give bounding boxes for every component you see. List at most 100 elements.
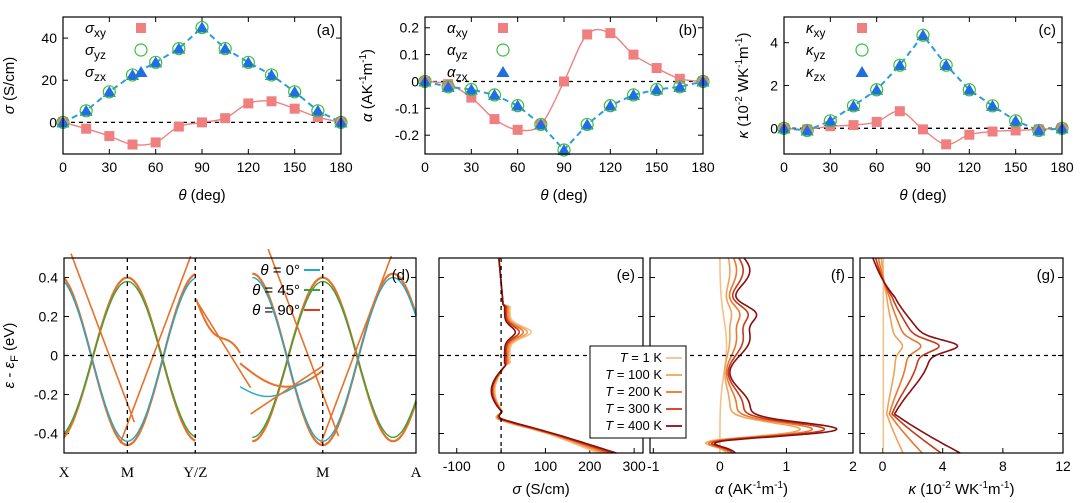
point-xy (848, 120, 859, 131)
band-linear (119, 255, 192, 444)
point-yz (580, 117, 594, 132)
point-xy (173, 121, 184, 132)
point-zx (126, 68, 139, 80)
legend-label-0: θ = 0° (260, 262, 300, 279)
x-tick-label: 180 (1050, 159, 1074, 175)
panel-d: -0.4 -0.2 0 0.2 0.4 θ = 0° θ = 45° θ = 90° (d) X M… (1, 248, 422, 481)
y-tick-label: -0.1 (395, 100, 419, 116)
point-xy (512, 124, 523, 135)
legend-label-0: T = 1 K (620, 350, 663, 365)
point-zx (441, 80, 455, 92)
x-tick-label: 8 (999, 458, 1007, 474)
point-zx (893, 59, 907, 71)
curve-T3 (710, 257, 826, 454)
point-yz (893, 58, 907, 72)
point-xy (466, 92, 477, 103)
point-yz (846, 99, 861, 113)
plot-frame (62, 16, 342, 155)
legend-marker-xy (498, 23, 508, 33)
point-xy (289, 103, 300, 114)
x-tick-label: -1 (647, 458, 660, 474)
curve-T0 (719, 258, 728, 453)
x-tick-label: 60 (510, 159, 526, 175)
band-linear (320, 255, 393, 444)
point-yz (241, 55, 255, 69)
point-zx (102, 85, 116, 97)
x-tick-label: 120 (958, 159, 982, 175)
x-tick-label: 1 (783, 458, 791, 474)
y-tick-label: 0.4 (39, 270, 59, 286)
point-yz (149, 55, 163, 69)
point-xy (987, 126, 998, 137)
point-zx (241, 56, 255, 68)
point-yz (487, 88, 502, 102)
x-tick-label: 30 (102, 159, 118, 175)
legend-label-zx: κzx (806, 64, 826, 84)
x-tick-label: 12 (1055, 458, 1071, 474)
point-zx (79, 104, 93, 116)
point-xy (559, 76, 569, 87)
legend-label-4: T = 400 K (605, 418, 662, 433)
y-tick-label: -0.2 (34, 387, 58, 403)
band-linear (267, 248, 340, 437)
panel-label: (c) (1039, 22, 1057, 39)
y-tick-label: 2 (770, 78, 778, 94)
x-tick-label: 0 (497, 458, 505, 474)
x-tick-label: 4 (939, 458, 947, 474)
panel-label: (f) (831, 267, 845, 284)
point-yz (218, 42, 232, 56)
point-yz (195, 20, 209, 35)
band-0 (63, 277, 196, 442)
point-xy (197, 117, 207, 128)
x-tick-label: 200 (578, 458, 602, 474)
point-xy (964, 129, 975, 140)
point-xy (825, 121, 836, 132)
point-zx (673, 80, 687, 92)
y-tick-label: 0.2 (39, 309, 59, 325)
point-xy (266, 96, 277, 107)
point-zx (870, 83, 884, 95)
legend-label-2: T = 200 K (605, 384, 662, 399)
y-tick-label: 0 (411, 73, 419, 89)
y-tick-label: -0.4 (34, 426, 58, 442)
x-tick-label: 150 (645, 159, 669, 175)
x-tick-label: 30 (464, 159, 480, 175)
point-zx (800, 124, 814, 136)
point-xy (605, 28, 616, 39)
point-zx (488, 88, 501, 100)
x-tick-label: 0 (716, 458, 724, 474)
x-tick-label: 180 (691, 159, 715, 175)
point-yz (985, 99, 1000, 113)
y-tick-label: 0.2 (400, 20, 420, 36)
curve-T3 (874, 257, 942, 454)
point-zx (603, 99, 617, 111)
legend-marker-zx (496, 66, 510, 77)
point-xy (941, 139, 952, 150)
x-tick-label: 0 (780, 159, 788, 175)
panel-e: -100 0 100 200 300 (e) σ (S/cm) (438, 257, 646, 498)
x-tick-label: 90 (915, 159, 931, 175)
x-tick-label: 60 (869, 159, 885, 175)
panel-f: -1 0 1 2 (f) α (AK-1​m-1​) (647, 257, 857, 498)
legend-label-2: θ = 90° (252, 302, 300, 319)
point-xy (104, 131, 115, 142)
point-yz (939, 58, 953, 72)
point-xy (243, 98, 254, 109)
y-tick-label: -0.2 (395, 127, 419, 143)
x-tick-label: 120 (599, 159, 623, 175)
point-xy (894, 106, 905, 117)
point-yz (79, 104, 93, 118)
point-zx (986, 99, 999, 111)
legend-label-zx: αzx (447, 64, 468, 84)
y-tick-label: 0 (50, 348, 58, 364)
y-axis-label: ε - εF (eV) (1, 323, 21, 389)
point-zx (534, 118, 548, 130)
point-zx (1032, 124, 1046, 136)
kpoint-label: M (121, 465, 134, 481)
point-yz (823, 114, 837, 128)
legend-label-xy: αxy (447, 20, 468, 40)
plot-frame (783, 16, 1063, 155)
point-xy (582, 29, 593, 40)
point-yz (1032, 123, 1046, 138)
